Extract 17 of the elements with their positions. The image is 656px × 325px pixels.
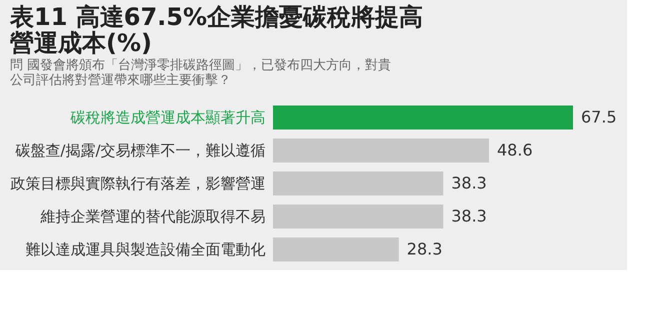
bar	[273, 106, 573, 130]
y-tick-label: 碳盤查/揭露/交易標準不一，難以遵循	[14, 142, 266, 160]
y-tick-label: 政策目標與實際執行有落差，影響營運	[10, 174, 266, 192]
chart-title: 表11 高達67.5%企業擔憂碳稅將提高營運成本(%)	[9, 3, 424, 57]
bar	[273, 138, 489, 162]
data-label: 38.3	[451, 206, 487, 226]
y-tick-label: 碳稅將造成營運成本顯著升高	[70, 108, 266, 126]
chart-subtitle: 問 國發會將頒布「台灣淨零排碳路徑圖」，已發布四大方向，對貴公司評估將對營運帶來哪些主要衝擊？	[10, 57, 392, 88]
y-tick-label: 維持企業營運的替代能源取得不易	[40, 208, 266, 226]
bar	[273, 238, 399, 262]
data-label: 38.3	[451, 174, 487, 192]
data-label: 48.6	[497, 140, 533, 160]
data-label: 28.3	[406, 240, 442, 258]
bar	[273, 172, 444, 196]
data-label: 67.5	[581, 108, 617, 126]
y-tick-label: 難以達成運具與製造設備全面電動化	[26, 240, 266, 258]
bar	[273, 204, 444, 228]
